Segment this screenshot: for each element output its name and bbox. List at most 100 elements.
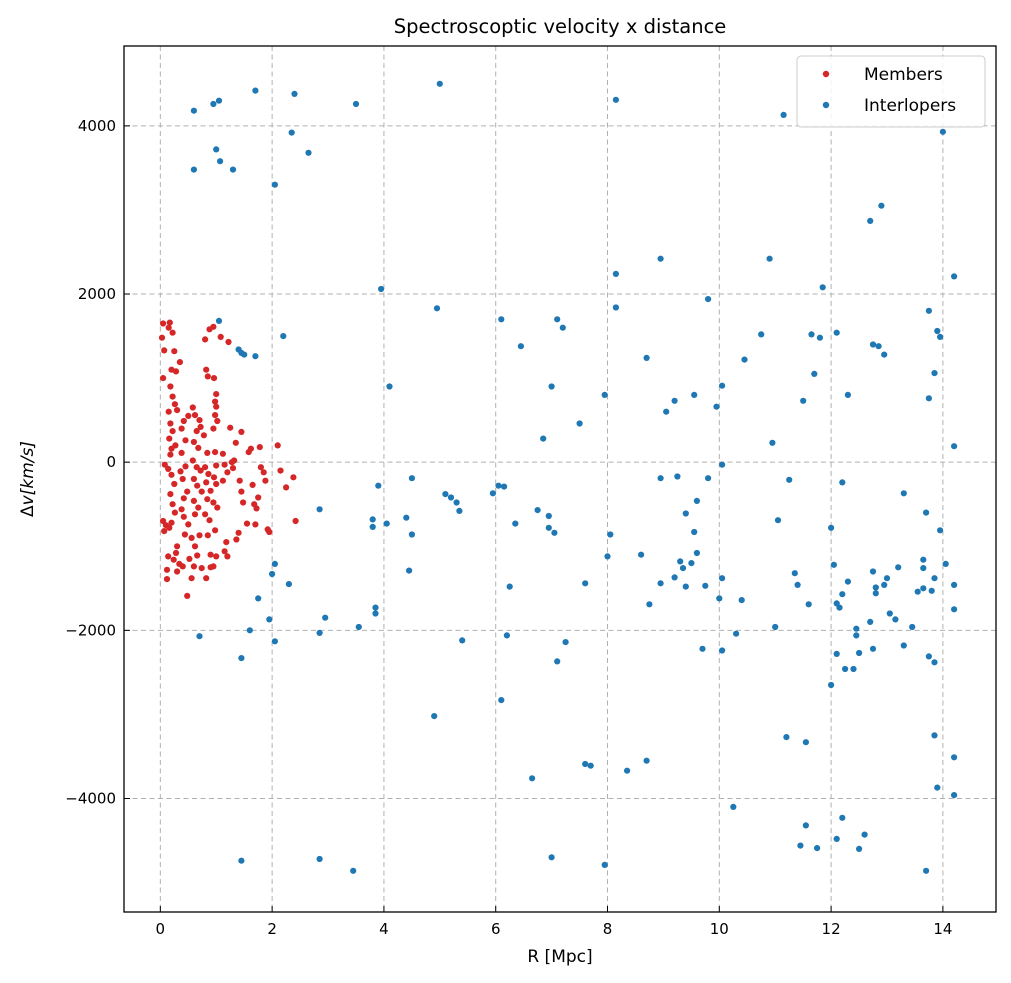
interlopers-point bbox=[403, 514, 410, 521]
interlopers-point bbox=[931, 732, 938, 739]
members-point bbox=[283, 484, 290, 491]
interlopers-point bbox=[925, 395, 933, 402]
members-point bbox=[202, 336, 209, 343]
interlopers-point bbox=[679, 565, 687, 572]
interlopers-point bbox=[850, 665, 857, 673]
members-point bbox=[219, 450, 226, 457]
members-point bbox=[203, 366, 210, 373]
members-point bbox=[171, 401, 178, 408]
interlopers-point bbox=[447, 494, 455, 501]
members-point bbox=[290, 474, 297, 481]
interlopers-point bbox=[241, 351, 248, 358]
members-point bbox=[191, 543, 199, 550]
interlopers-point bbox=[909, 623, 916, 631]
interlopers-point bbox=[802, 822, 810, 829]
x-tick-label: 0 bbox=[156, 920, 166, 938]
interlopers-point bbox=[856, 845, 863, 853]
members-point bbox=[197, 467, 204, 474]
members-point bbox=[217, 333, 224, 340]
interlopers-point bbox=[688, 560, 695, 567]
interlopers-point bbox=[719, 575, 726, 582]
members-point bbox=[191, 511, 199, 518]
x-tick-label: 8 bbox=[603, 920, 613, 938]
interlopers-point bbox=[369, 516, 376, 523]
interlopers-point bbox=[895, 564, 902, 571]
y-tick-label: 4000 bbox=[78, 117, 116, 135]
members-point bbox=[165, 324, 172, 331]
interlopers-point bbox=[741, 356, 748, 363]
y-axis-label: Δv[km/s] bbox=[18, 441, 38, 517]
members-point bbox=[174, 407, 181, 414]
members-point bbox=[204, 496, 211, 503]
interlopers-point bbox=[291, 90, 298, 97]
interlopers-point bbox=[436, 80, 443, 87]
interlopers-point bbox=[495, 482, 502, 489]
interlopers-point bbox=[693, 497, 701, 504]
members-point bbox=[238, 428, 245, 435]
members-point bbox=[203, 479, 210, 486]
members-point bbox=[172, 442, 179, 449]
members-point bbox=[174, 568, 181, 575]
members-point bbox=[210, 474, 218, 481]
interlopers-point bbox=[920, 585, 927, 592]
interlopers-point bbox=[951, 581, 958, 589]
members-point bbox=[249, 481, 256, 488]
members-point bbox=[185, 412, 192, 419]
interlopers-point bbox=[372, 610, 379, 617]
interlopers-point bbox=[657, 475, 664, 482]
members-point bbox=[165, 553, 172, 560]
interlopers-point bbox=[856, 649, 863, 657]
interlopers-point bbox=[269, 570, 276, 578]
interlopers-point bbox=[937, 333, 944, 340]
interlopers-point bbox=[255, 595, 262, 602]
legend-marker-members bbox=[822, 70, 830, 78]
interlopers-point bbox=[406, 567, 413, 574]
members-point bbox=[171, 348, 178, 355]
members-point bbox=[274, 442, 281, 449]
members-point bbox=[219, 477, 226, 484]
members-point bbox=[160, 375, 167, 382]
interlopers-point bbox=[869, 568, 877, 575]
x-axis-label: R [Mpc] bbox=[527, 947, 592, 967]
interlopers-point bbox=[671, 574, 678, 581]
interlopers-point bbox=[844, 391, 852, 398]
interlopers-point bbox=[883, 575, 891, 582]
interlopers-point bbox=[839, 479, 846, 486]
interlopers-point bbox=[489, 490, 496, 497]
members-point bbox=[166, 319, 173, 326]
grid-lines bbox=[124, 46, 996, 912]
axis-ticks: 0 2 4 6 8 10 12 14 −4000 −2000 0 2000 4000 bbox=[65, 117, 952, 938]
series-members bbox=[158, 319, 299, 600]
interlopers-point bbox=[352, 100, 360, 108]
members-point bbox=[235, 529, 242, 536]
interlopers-point bbox=[638, 551, 645, 558]
interlopers-point bbox=[545, 524, 552, 531]
members-point bbox=[198, 565, 205, 572]
members-point bbox=[167, 420, 174, 427]
interlopers-point bbox=[316, 506, 323, 513]
interlopers-point bbox=[769, 439, 776, 446]
interlopers-point bbox=[657, 255, 664, 262]
members-point bbox=[178, 506, 185, 513]
interlopers-point bbox=[937, 527, 944, 534]
interlopers-point bbox=[545, 512, 552, 520]
members-point bbox=[200, 432, 207, 439]
interlopers-point bbox=[867, 217, 874, 224]
members-point bbox=[224, 553, 231, 560]
members-point bbox=[204, 532, 211, 539]
members-point bbox=[247, 445, 254, 452]
interlopers-point bbox=[246, 627, 253, 634]
members-point bbox=[184, 592, 191, 600]
interlopers-point bbox=[433, 305, 441, 312]
interlopers-point bbox=[459, 637, 466, 644]
interlopers-point bbox=[931, 370, 938, 377]
interlopers-point bbox=[682, 510, 689, 517]
data-points bbox=[158, 80, 958, 874]
interlopers-point bbox=[816, 334, 824, 341]
interlopers-point bbox=[601, 391, 608, 398]
legend: Members Interlopers bbox=[796, 55, 986, 128]
interlopers-point bbox=[529, 775, 536, 782]
legend-label-members: Members bbox=[864, 65, 943, 85]
members-point bbox=[213, 391, 220, 398]
legend-marker-interlopers bbox=[822, 101, 830, 109]
